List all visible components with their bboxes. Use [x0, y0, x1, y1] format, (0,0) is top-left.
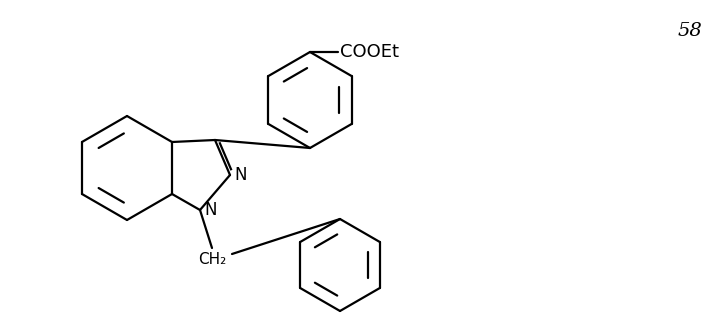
- Text: N: N: [204, 201, 216, 219]
- Text: 58: 58: [678, 22, 703, 40]
- Text: N: N: [234, 166, 247, 184]
- Text: COOEt: COOEt: [340, 43, 399, 61]
- Text: CH₂: CH₂: [198, 252, 226, 267]
